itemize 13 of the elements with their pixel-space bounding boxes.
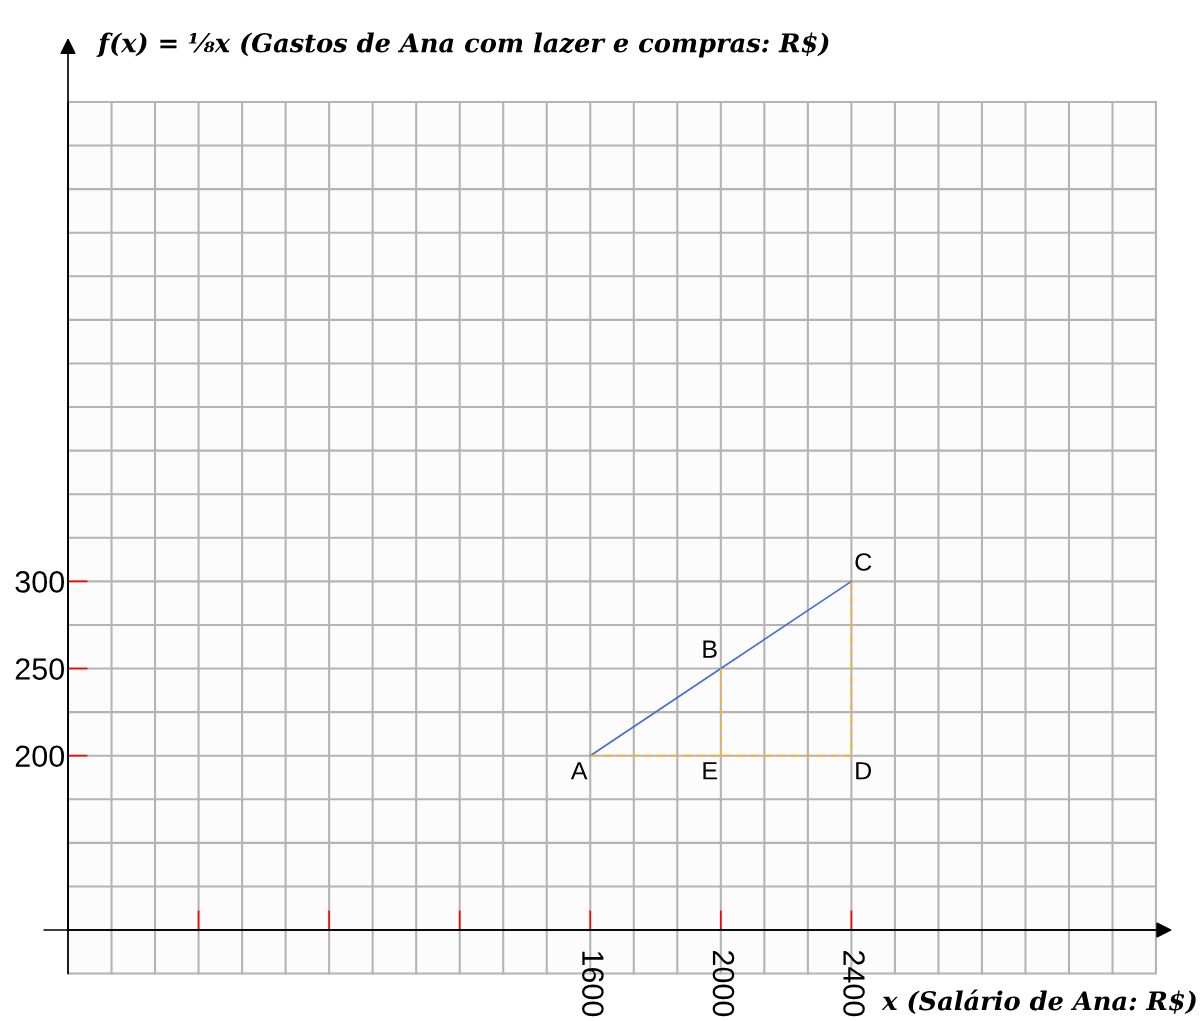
y-tick-label: 200: [15, 745, 65, 768]
x-axis-title: x (Salário de Ana: R$): [881, 989, 1196, 1015]
annotation: B: [703, 640, 717, 658]
x-tick-label: 1600: [582, 951, 604, 1017]
annotation: D: [856, 762, 872, 780]
annotation: A: [570, 762, 588, 780]
y-axis-title: f(x) = ⅛x (Gastos de Ana com lazer e compras: R$): [96, 32, 829, 58]
y-tick-label: 300: [15, 571, 65, 593]
x-tick-label: 2000: [712, 950, 735, 1017]
annotation: E: [703, 762, 717, 780]
x-tick-label: 2400: [843, 950, 865, 1017]
annotation: C: [855, 553, 872, 571]
y-tick-label: 250: [15, 658, 65, 680]
